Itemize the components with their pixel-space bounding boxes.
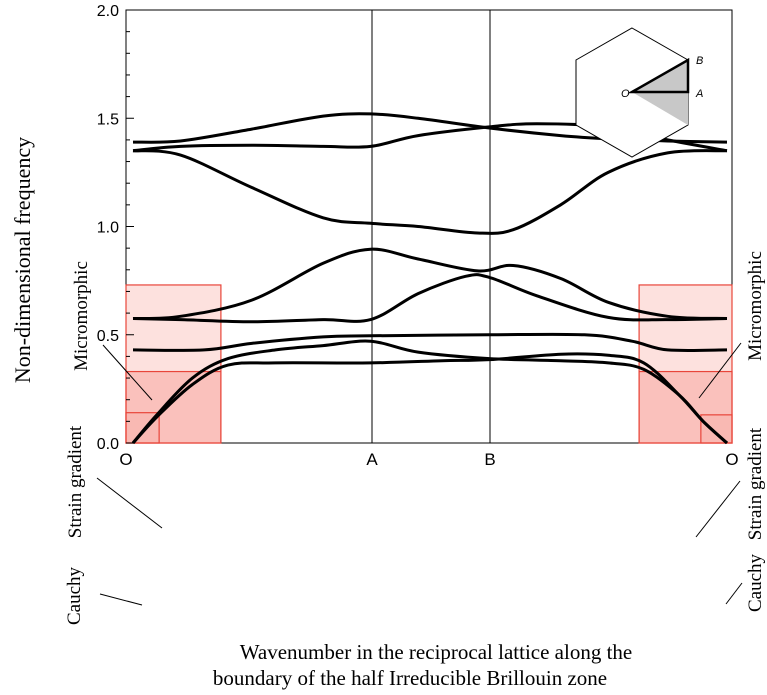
x-tick-label: A xyxy=(366,450,378,469)
x-tick-label: B xyxy=(484,450,495,469)
y-tick-label: 0.5 xyxy=(97,328,119,345)
highlight-regions xyxy=(125,284,733,444)
right-label-cauchy: Cauchy xyxy=(745,553,766,612)
x-axis-label-line2: boundary of the half Irreducible Brillou… xyxy=(213,666,607,690)
x-tick-label: O xyxy=(725,450,738,469)
right-leader-micromorphic xyxy=(698,342,742,399)
right-label-strain-gradient: Strain gradient xyxy=(745,427,766,540)
y-tick-label: 2.0 xyxy=(97,3,119,20)
x-tick-label: O xyxy=(119,450,132,469)
inset-label-A: A xyxy=(695,88,703,100)
left-leader-strain-gradient xyxy=(96,477,163,529)
left-label-strain-gradient: Strain gradient xyxy=(65,425,86,538)
inset-label-B: B xyxy=(696,55,703,67)
branch-5 xyxy=(132,247,728,320)
right-leader-strain-gradient xyxy=(695,480,741,538)
right-label-micromorphic: Micromorphic xyxy=(745,251,766,361)
left-label-micromorphic: Micromorphic xyxy=(71,261,92,371)
x-axis-label-line1: Wavenumber in the reciprocal lattice alo… xyxy=(240,640,632,664)
branch-4 xyxy=(132,273,728,324)
y-tick-label: 1.0 xyxy=(97,220,119,237)
left-leader-cauchy xyxy=(99,593,143,606)
region-right-cauchy xyxy=(700,414,733,444)
region-right-strain-gradient xyxy=(638,370,733,444)
dispersion-curves xyxy=(131,112,729,445)
branch-6 xyxy=(132,149,728,235)
branch-2 xyxy=(131,339,729,445)
left-leader-micromorphic xyxy=(102,344,153,401)
y-tick-label: 1.5 xyxy=(97,111,119,128)
y-axis-label: Non-dimensional frequency xyxy=(10,137,35,383)
brillouin-zone-inset: O A B xyxy=(575,27,703,158)
inset-path-triangle xyxy=(627,57,690,94)
left-label-cauchy: Cauchy xyxy=(64,566,85,625)
y-tick-label: 0.0 xyxy=(97,436,119,453)
y-axis-ticks: 0.0 0.5 1.0 1.5 2.0 xyxy=(97,3,134,453)
inset-label-O: O xyxy=(621,88,630,100)
right-leader-cauchy xyxy=(725,582,743,605)
branch-3 xyxy=(132,332,728,353)
